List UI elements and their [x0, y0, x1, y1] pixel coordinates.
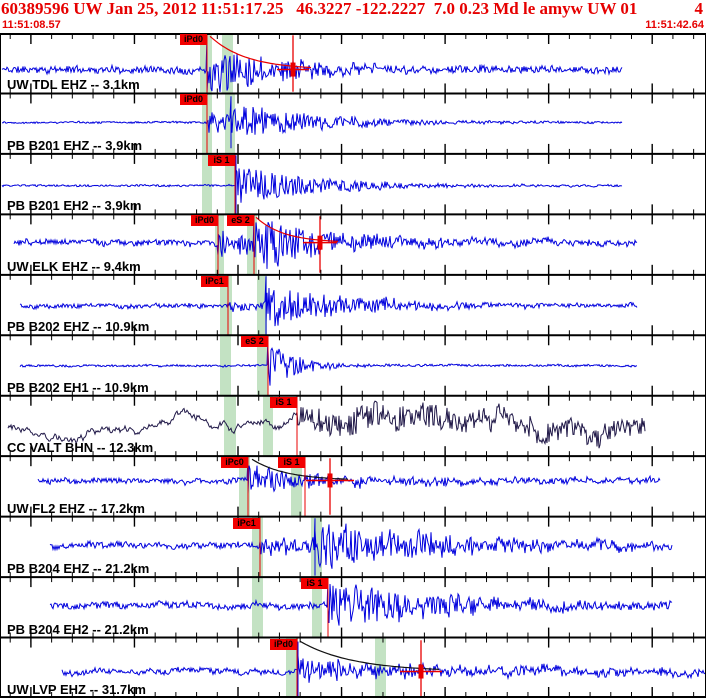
phase-pick-flag[interactable]: iPc1 [201, 275, 228, 287]
uncertainty-band [257, 335, 268, 396]
trace-panel[interactable]: iPd0 UW TDL EHZ -- 3.1km [0, 33, 706, 94]
trace-panel[interactable]: iPd0 PB B201 EHZ -- 3.9km [0, 93, 706, 154]
waveform-trace [7, 400, 646, 449]
station-label: PB B202 EHZ -- 10.9km [7, 319, 150, 335]
uncertainty-band [224, 395, 236, 457]
uncertainty-band [252, 577, 263, 638]
uncertainty-band [239, 456, 250, 517]
phase-pick-flag[interactable]: iPd0 [270, 638, 297, 650]
waveform-trace [49, 578, 673, 637]
phase-pick-flag[interactable]: iPc0 [221, 457, 248, 469]
phase-pick-flag[interactable]: eS 2 [241, 336, 268, 348]
station-label: PB B201 EHZ -- 3.9km [7, 137, 143, 153]
trace-panel[interactable]: iPc1 PB B204 EHZ -- 21.2km [0, 516, 706, 578]
waveform-trace [1, 35, 623, 93]
trace-panel[interactable]: iS 1 PB B204 EH2 -- 21.2km [0, 577, 706, 638]
uncertainty-band [225, 154, 235, 215]
trace-plot-area: iPd0 UW TDL EHZ -- 3.1km iPd0 PB B201 EHZ -… [0, 33, 706, 698]
waveform-trace [19, 336, 637, 396]
phase-pick-flag[interactable]: iPd0 [180, 34, 207, 45]
station-label: UW ELK EHZ -- 9.4km [7, 258, 141, 274]
waveform-trace [49, 517, 673, 576]
coda-decay-curve [255, 217, 339, 243]
window-end-time: 11:51:42.64 [645, 19, 704, 31]
uncertainty-band [286, 637, 298, 698]
uncertainty-band [263, 395, 273, 457]
waveform-trace [1, 96, 623, 149]
window-start-time: 11:51:08.57 [2, 19, 61, 31]
station-label: UW LVP EHZ -- 31.7km [7, 681, 146, 697]
trace-panel[interactable]: iS 1 CC VALT BHN -- 12.3km [0, 395, 706, 457]
trace-panel[interactable]: eS 2 PB B202 EH1 -- 10.9km [0, 335, 706, 396]
coda-decay-curve [299, 640, 440, 670]
trace-panel[interactable]: iPc0 iS 1 UW FL2 EHZ -- 17.2km [0, 456, 706, 517]
uncertainty-band [215, 214, 224, 275]
coda-marker[interactable] [400, 639, 442, 697]
event-summary-header: 60389596 UW Jan 25, 2012 11:51:17.25 46.… [1, 0, 638, 18]
station-label: PB B204 EH2 -- 21.2km [7, 621, 149, 637]
window-count: 4 [694, 0, 704, 18]
phase-pick-flag[interactable]: iPd0 [191, 215, 218, 227]
trace-panel[interactable]: iPd0 UW LVP EHZ -- 31.7km [0, 637, 706, 698]
station-label: UW FL2 EHZ -- 17.2km [7, 500, 145, 516]
waveform-trace [19, 276, 638, 335]
trace-panel[interactable]: iPd0 eS 2 UW ELK EHZ -- 9.4km [0, 214, 706, 275]
uncertainty-band [202, 154, 212, 215]
station-label: PB B201 EH2 -- 3.9km [7, 198, 142, 214]
coda-marker[interactable] [306, 458, 354, 515]
coda-marker[interactable] [277, 35, 309, 92]
uncertainty-band [291, 456, 302, 517]
station-label: PB B202 EH1 -- 10.9km [7, 379, 149, 395]
station-label: CC VALT BHN -- 12.3km [7, 440, 154, 456]
phase-pick-flag[interactable]: iPd0 [180, 94, 207, 106]
uncertainty-band [257, 275, 267, 336]
waveform-trace [1, 155, 623, 214]
waveform-trace [13, 215, 638, 274]
uncertainty-band [225, 93, 235, 154]
station-label: PB B204 EHZ -- 21.2km [7, 561, 150, 577]
waveform-trace [61, 641, 706, 698]
phase-pick-flag[interactable]: iS 1 [208, 154, 235, 166]
coda-marker[interactable] [303, 216, 337, 274]
station-label: UW TDL EHZ -- 3.1km [7, 77, 140, 93]
trace-panel[interactable]: iS 1 PB B201 EH2 -- 3.9km [0, 154, 706, 215]
phase-pick-flag[interactable]: iPc1 [233, 517, 260, 529]
phase-pick-flag[interactable]: iS 1 [301, 578, 328, 590]
phase-pick-flag[interactable]: iS 1 [270, 396, 297, 408]
uncertainty-band [222, 33, 233, 94]
phase-pick-flag[interactable]: eS 2 [227, 215, 254, 227]
trace-panel[interactable]: iPc1 PB B202 EHZ -- 10.9km [0, 275, 706, 336]
phase-pick-flag[interactable]: iS 1 [278, 457, 305, 469]
